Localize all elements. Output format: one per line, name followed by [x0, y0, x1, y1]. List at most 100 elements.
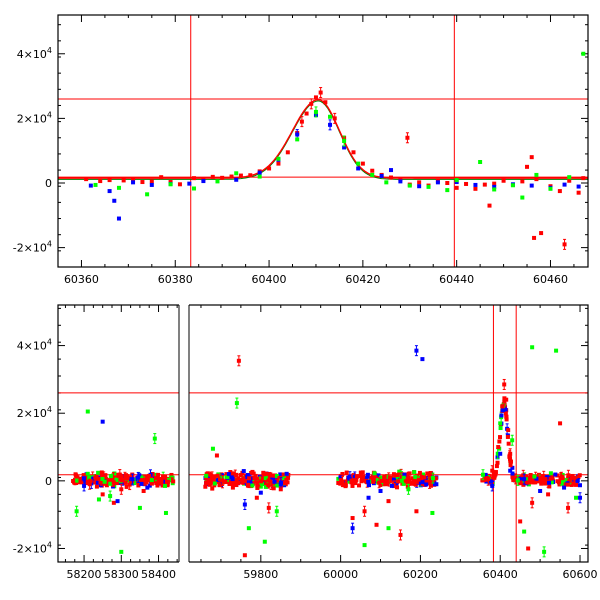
bottom-point-green [281, 476, 286, 481]
top-point-blue [131, 180, 136, 185]
top-point-red [473, 186, 478, 191]
bottom-point-red [419, 474, 424, 479]
bottom-point-green [372, 471, 377, 476]
bottom-point-green [574, 495, 579, 500]
bottom-point-blue [510, 465, 515, 470]
bottom-point-blue [365, 474, 370, 479]
bottom-point-red [111, 500, 116, 505]
bottom-point-red [526, 546, 531, 551]
bottom-point-blue [518, 476, 523, 481]
bottom-point-red [255, 480, 260, 485]
bottom-point-green [102, 479, 107, 484]
top-point-blue [342, 145, 347, 150]
bottom-xtick-label: 59800 [243, 568, 278, 581]
bottom-point-blue [424, 482, 429, 487]
bottom-point-blue [503, 408, 508, 413]
bottom-point-red [116, 477, 121, 482]
bottom-point-red [266, 478, 271, 483]
bottom-point-red [423, 479, 428, 484]
bottom-point-blue [215, 477, 220, 482]
top-point-green [510, 183, 515, 188]
top-point-red [313, 95, 318, 100]
bottom-xtick-label: 58200 [67, 568, 102, 581]
bottom-point-green [74, 478, 79, 483]
bottom-point-green [132, 481, 137, 486]
bottom-point-red [266, 483, 271, 488]
bottom-point-blue [483, 472, 488, 477]
bottom-point-green [210, 446, 215, 451]
bottom-point-red [428, 470, 433, 475]
top-point-green [276, 156, 281, 161]
bottom-ytick-label: 4×104 [17, 338, 52, 353]
bottom-point-green [542, 549, 547, 554]
bottom-point-red [362, 509, 367, 514]
bottom-point-red [409, 481, 414, 486]
bottom-point-blue [499, 413, 504, 418]
bottom-point-red [250, 469, 255, 474]
bottom-point-green [554, 348, 559, 353]
bottom-point-red [378, 482, 383, 487]
bottom-point-red [373, 475, 378, 480]
bottom-point-green [137, 505, 142, 510]
top-point-blue [473, 182, 478, 187]
bottom-point-red [232, 481, 237, 486]
bottom-point-red [511, 478, 516, 483]
bottom-point-red [107, 478, 112, 483]
top-ytick-label: 4×104 [17, 46, 52, 61]
bottom-point-red [540, 474, 545, 479]
bottom-point-red [527, 476, 532, 481]
bottom-point-red [382, 474, 387, 479]
bottom-point-blue [145, 485, 150, 490]
bottom-point-red [264, 478, 269, 483]
top-point-green [93, 182, 98, 187]
bottom-point-red [387, 475, 392, 480]
top-point-red [285, 150, 290, 155]
bottom-point-green [406, 487, 411, 492]
bottom-point-red [560, 476, 565, 481]
bottom-point-green [108, 494, 113, 499]
bottom-xtick-label: 58300 [104, 568, 139, 581]
bottom-point-red [353, 481, 358, 486]
bottom-ytick-label: 0 [45, 475, 52, 488]
bottom-point-red [124, 484, 129, 489]
bottom-point-red [358, 470, 363, 475]
top-point-red [304, 111, 309, 116]
bottom-point-green [274, 509, 279, 514]
bottom-point-green [421, 472, 426, 477]
bottom-point-red [483, 477, 488, 482]
top-point-red [140, 180, 145, 185]
bottom-point-green [399, 478, 404, 483]
bottom-point-green [250, 483, 255, 488]
bottom-point-red [576, 475, 581, 480]
bottom-point-red [123, 480, 128, 485]
bottom-point-green [564, 478, 569, 483]
top-panel: -2×104 0 2×104 4×104 60360 60380 60400 60420 604… [13, 14, 589, 286]
bottom-point-red [336, 480, 341, 485]
top-point-green [215, 179, 220, 184]
top-point-green [454, 178, 459, 183]
top-point-green [116, 185, 121, 190]
bottom-point-red [119, 487, 124, 492]
bottom-point-blue [245, 472, 250, 477]
bottom-point-red [371, 479, 376, 484]
bottom-point-red [565, 482, 570, 487]
bottom-point-green [510, 438, 515, 443]
top-point-red [360, 161, 365, 166]
bottom-point-blue [488, 479, 493, 484]
bottom-point-red [492, 475, 497, 480]
bottom-point-red [228, 479, 233, 484]
bottom-point-green [336, 476, 341, 481]
bottom-point-blue [81, 476, 86, 481]
bottom-point-red [374, 522, 379, 527]
bottom-point-red [495, 460, 500, 465]
bottom-point-red [73, 472, 78, 477]
bottom-point-blue [338, 475, 343, 480]
top-point-green [168, 182, 173, 187]
bottom-point-red [528, 473, 533, 478]
top-point-green [478, 160, 483, 164]
bottom-point-red [530, 500, 535, 505]
bottom-point-blue [242, 502, 247, 507]
bottom-point-blue [546, 475, 551, 480]
bottom-point-red [156, 477, 161, 482]
bottom-point-green [378, 475, 383, 480]
